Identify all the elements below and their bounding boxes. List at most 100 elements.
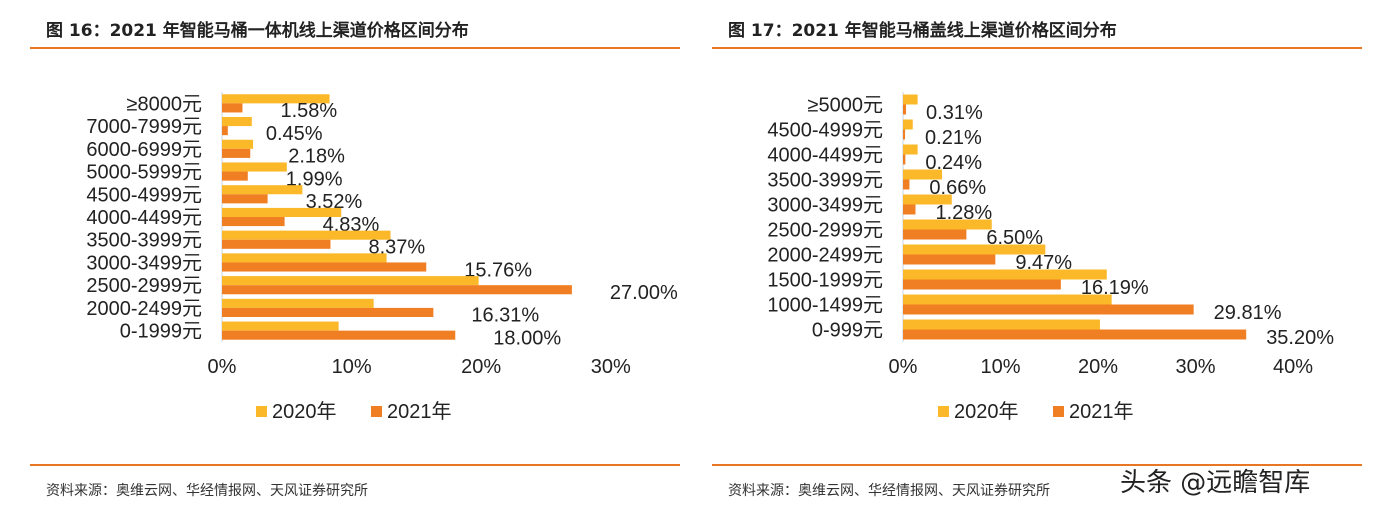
data-label: 0.21% [925, 127, 982, 149]
bar-2021 [222, 148, 251, 158]
category-label: ≥8000元 [127, 93, 202, 115]
data-label: 1.28% [935, 202, 992, 224]
bar-2020 [903, 169, 942, 180]
bar-2021 [903, 204, 916, 215]
bar-2021 [903, 229, 967, 240]
chart-title-16: 图 16：2021 年智能马桶一体机线上渠道价格区间分布 [46, 21, 469, 41]
bar-2021 [903, 154, 906, 165]
category-label: 3500-3999元 [86, 230, 202, 252]
bar-2020 [222, 207, 342, 217]
bar-2021 [222, 262, 427, 272]
data-label: 9.47% [1015, 252, 1072, 274]
bar-2021 [222, 307, 434, 317]
data-label: 2.18% [288, 146, 345, 168]
bar-2020 [222, 298, 374, 308]
bar-2020 [222, 230, 391, 240]
bar-2020 [222, 117, 252, 127]
category-label: ≥5000元 [808, 95, 883, 117]
category-label: 3000-3499元 [86, 252, 202, 274]
data-label: 4.83% [323, 214, 380, 236]
x-tick-label: 30% [591, 356, 631, 378]
bar-2021 [903, 129, 906, 140]
title-rule [30, 47, 680, 49]
x-tick-label: 30% [1175, 356, 1215, 378]
data-label: 6.50% [986, 227, 1043, 249]
category-label: 7000-7999元 [86, 116, 202, 138]
data-label: 18.00% [493, 327, 561, 349]
bar-2021 [222, 285, 572, 295]
data-label: 0.66% [929, 177, 986, 199]
legend-swatch-2020 [938, 406, 949, 417]
x-tick-label: 10% [980, 356, 1020, 378]
bar-2021 [903, 304, 1194, 315]
data-label: 16.31% [471, 305, 539, 327]
bar-2020 [222, 253, 387, 263]
data-label: 8.37% [368, 237, 425, 259]
bar-2021 [222, 194, 268, 204]
chart-source-16: 资料来源：奥维云网、华经情报网、天风证券研究所 [46, 483, 368, 499]
data-label: 27.00% [610, 282, 678, 304]
legend-label: 2020年 [272, 400, 337, 423]
x-tick-label: 0% [208, 356, 237, 378]
bar-2020 [222, 321, 339, 331]
x-tick-label: 20% [1078, 356, 1118, 378]
legend-label: 2020年 [954, 400, 1019, 423]
legend-label: 2021年 [387, 400, 452, 423]
bar-2020 [903, 94, 918, 105]
bar-2021 [222, 126, 228, 136]
source-rule [712, 464, 1362, 466]
bar-2021 [903, 329, 1247, 340]
legend-swatch-2021 [1053, 406, 1064, 417]
title-rule [712, 47, 1362, 49]
data-label: 16.19% [1081, 277, 1149, 299]
bar-2021 [222, 239, 331, 249]
category-label: 2000-2499元 [86, 298, 202, 320]
data-label: 3.52% [306, 191, 363, 213]
legend-swatch-2020 [256, 406, 267, 417]
category-label: 4500-4999元 [767, 120, 883, 142]
data-label: 0.45% [266, 123, 323, 145]
bar-2020 [903, 244, 1046, 255]
bar-2021 [903, 104, 907, 115]
bar-2020 [903, 219, 992, 230]
bar-2020 [222, 139, 254, 149]
bar-2020 [903, 144, 918, 155]
chart-source-17: 资料来源：奥维云网、华经情报网、天风证券研究所 [728, 483, 1050, 499]
x-tick-label: 0% [889, 356, 918, 378]
category-label: 1000-1499元 [767, 295, 883, 317]
bar-2021 [222, 103, 243, 113]
category-label: 2500-2999元 [767, 220, 883, 242]
data-label: 0.24% [925, 152, 982, 174]
data-label: 0.31% [926, 102, 983, 124]
category-label: 4000-4499元 [86, 207, 202, 229]
category-label: 4000-4499元 [767, 145, 883, 167]
bar-2020 [222, 185, 303, 195]
bar-2020 [903, 194, 952, 205]
category-label: 3500-3999元 [767, 170, 883, 192]
watermark: 头条 @远瞻智库 [1120, 468, 1311, 498]
bar-2021 [222, 330, 456, 340]
bar-2021 [903, 179, 910, 190]
legend-label: 2021年 [1069, 400, 1134, 423]
chart-title-17: 图 17：2021 年智能马桶盖线上渠道价格区间分布 [728, 21, 1117, 41]
category-label: 6000-6999元 [86, 139, 202, 161]
x-tick-label: 20% [461, 356, 501, 378]
category-label: 5000-5999元 [86, 162, 202, 184]
data-label: 1.58% [280, 100, 337, 122]
data-label: 1.99% [286, 168, 343, 190]
x-tick-label: 40% [1273, 356, 1313, 378]
bar-2020 [222, 94, 330, 104]
category-label: 1500-1999元 [767, 270, 883, 292]
bar-2020 [903, 319, 1100, 330]
data-label: 15.76% [464, 259, 532, 281]
category-label: 3000-3499元 [767, 195, 883, 217]
bar-2021 [222, 171, 248, 181]
bar-2021 [903, 254, 996, 265]
bar-2020 [903, 269, 1107, 280]
category-label: 2500-2999元 [86, 275, 202, 297]
category-label: 4500-4999元 [86, 184, 202, 206]
bar-2021 [222, 217, 285, 227]
category-label: 2000-2499元 [767, 245, 883, 267]
bar-2020 [222, 276, 479, 286]
